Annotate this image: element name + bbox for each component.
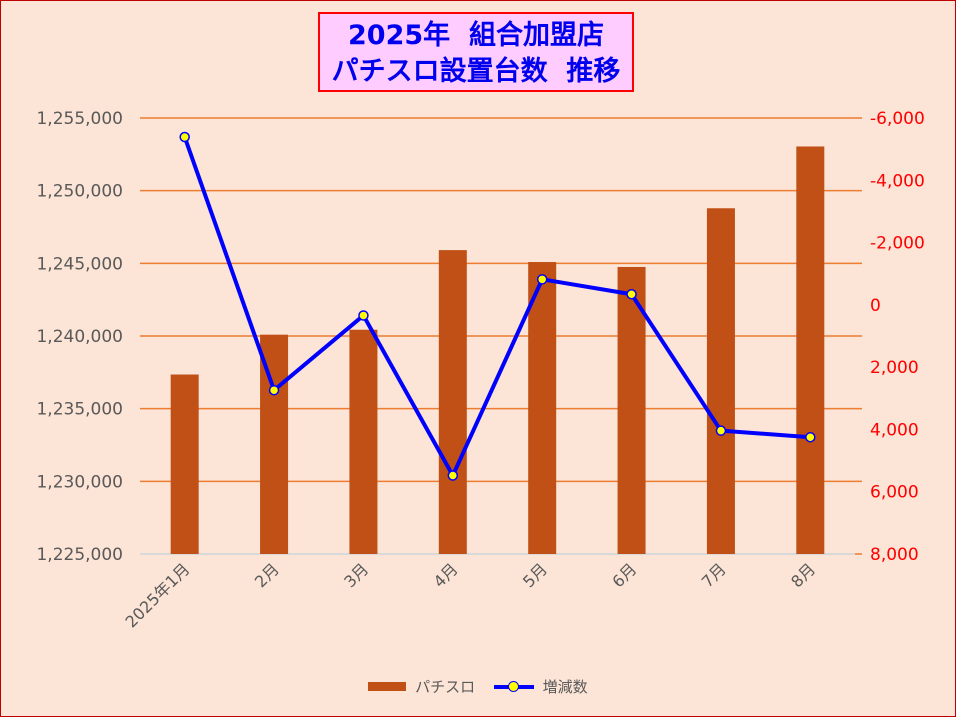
left-tick-label: 1,235,000 [36,400,123,420]
bar [796,146,825,554]
chart-title: 2025年 組合加盟店 パチスロ設置台数 推移 [318,12,634,92]
x-tick-label: 6月 [608,559,640,591]
line-point [626,289,637,300]
left-tick-label: 1,255,000 [36,109,123,129]
right-tick-label: -2,000 [870,234,925,254]
right-tick-label: -4,000 [870,171,925,191]
left-tick-label: 1,245,000 [36,254,123,274]
right-tick-label: 8,000 [870,545,919,565]
x-tick-label: 2025年1月 [121,559,193,631]
line-series [182,136,811,478]
legend-swatch-line [493,680,534,694]
x-tick-label: 3月 [340,559,372,591]
x-tick-label: 5月 [519,559,551,591]
legend-swatch-bar [368,682,407,691]
right-tick-label: -6,000 [870,109,925,129]
right-tick-label: 6,000 [870,483,919,503]
left-tick-label: 1,230,000 [36,472,123,492]
bar [706,208,735,554]
x-tick-label: 4月 [430,559,462,591]
right-tick-label: 2,000 [870,358,919,378]
bar [170,374,199,554]
line-point [179,131,190,143]
left-tick-label: 1,240,000 [36,327,123,347]
bar [260,334,289,554]
bar [528,262,557,554]
left-tick-label: 1,225,000 [36,545,123,565]
bar [349,329,378,554]
line-point [447,470,459,481]
left-tick-label: 1,250,000 [36,182,123,202]
x-tick-label: 8月 [787,559,819,591]
line-point [358,310,369,321]
line-point [805,431,816,443]
x-tick-label: 7月 [698,559,730,591]
line-point [268,384,280,396]
line-point [536,274,548,285]
legend-label-line: 増減数 [542,678,588,696]
chart-title-line-2: パチスロ設置台数 推移 [331,56,621,87]
right-tick-label: 0 [870,296,881,316]
bar [617,266,646,554]
legend-label-bar: パチスロ [415,678,476,696]
chart-title-line-1: 2025年 組合加盟店 [348,20,604,51]
line-point [715,425,727,436]
legend: パチスロ 増減数 [0,676,956,697]
right-tick-label: 4,000 [870,420,919,440]
x-tick-label: 2月 [251,559,283,591]
bar [438,250,467,554]
